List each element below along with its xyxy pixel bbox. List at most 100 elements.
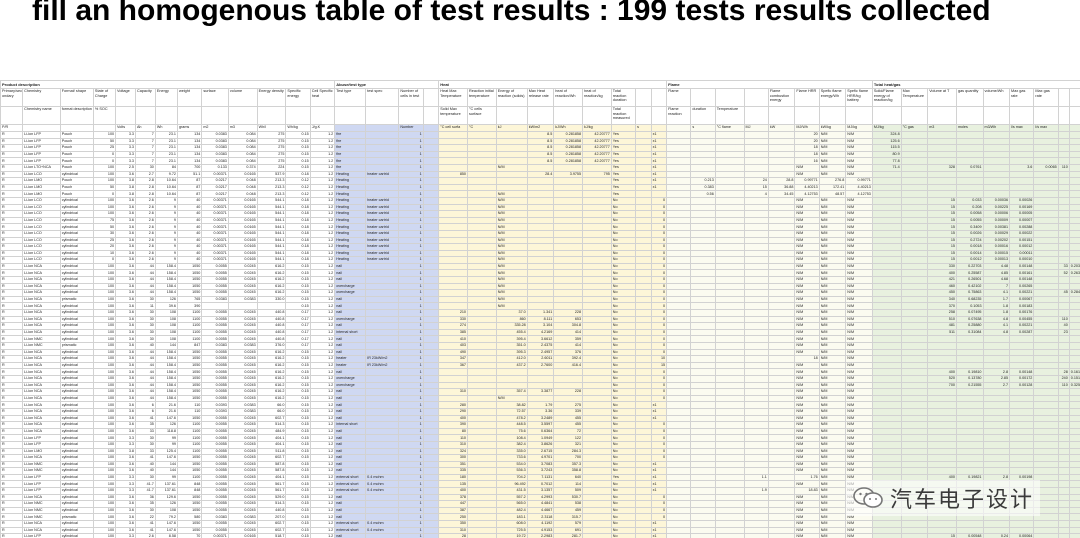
table-cell xyxy=(582,388,612,396)
table-cell: N/M xyxy=(818,368,847,376)
table-cell: Li-ion NCA xyxy=(22,276,61,284)
table-cell: 1.2 xyxy=(309,295,336,304)
table-cell: R xyxy=(0,454,24,462)
table-cell xyxy=(871,407,902,416)
table-cell xyxy=(582,473,612,482)
table-cell xyxy=(743,249,769,258)
table-cell xyxy=(1057,513,1070,522)
table-cell xyxy=(553,374,584,383)
table-cell: N/M xyxy=(845,131,873,139)
table-cell: cylindrical xyxy=(59,309,94,317)
table-cell: N/M xyxy=(845,533,873,538)
table-cell: R xyxy=(0,434,24,442)
table-cell: R xyxy=(0,421,24,429)
table-cell: IR 23kW/m2 xyxy=(365,355,400,363)
table-cell xyxy=(466,203,497,212)
table-cell: 587.8 xyxy=(256,460,287,469)
table-cell: R xyxy=(0,447,24,456)
table-cell: No xyxy=(610,196,637,205)
table-cell: 275 xyxy=(256,157,287,165)
table-cell xyxy=(635,467,652,475)
table-cell xyxy=(767,401,796,409)
table-cell xyxy=(422,368,440,376)
column-subheader xyxy=(982,106,1011,125)
table-cell: 3.1357 xyxy=(526,487,555,495)
column-header xyxy=(690,88,716,107)
table-cell xyxy=(714,131,745,139)
table-cell: 40 xyxy=(176,196,203,205)
table-cell: 0.1610 xyxy=(1068,368,1080,376)
table-cell xyxy=(871,454,902,462)
table-cell xyxy=(955,414,984,423)
table-cell xyxy=(871,203,902,212)
table-cell: N/M xyxy=(845,401,873,409)
table-cell: N/M xyxy=(794,440,820,449)
table-row: R Li-ion LCO cylindrical 75 3.6 2.6 9 40 0.00371… xyxy=(0,216,1080,225)
table-cell: No xyxy=(610,421,637,429)
table-cell xyxy=(982,440,1011,449)
table-cell xyxy=(666,144,692,152)
table-cell xyxy=(982,348,1011,357)
table-cell: 3.104 xyxy=(526,322,555,330)
table-cell xyxy=(767,414,796,423)
table-cell: 3.3 xyxy=(115,480,136,489)
table-cell xyxy=(422,249,440,258)
table-cell: 1 xyxy=(398,289,424,297)
table-cell: 15 xyxy=(927,533,957,538)
table-cell xyxy=(635,513,652,522)
table-cell: 0.00371 xyxy=(201,229,229,238)
table-cell xyxy=(1033,394,1059,403)
table-cell xyxy=(1068,210,1080,218)
table-cell: cylindrical xyxy=(59,427,94,436)
table-cell: nail xyxy=(334,506,367,515)
table-cell: 1 xyxy=(398,150,424,159)
table-cell: heater cartrid xyxy=(365,196,400,205)
table-cell: No xyxy=(610,355,637,363)
table-cell: 0.0383 xyxy=(227,295,258,304)
table-cell xyxy=(714,177,745,185)
table-cell: heater cartrid xyxy=(365,223,400,231)
table-cell: 0 xyxy=(650,368,668,376)
unit-cell: l/s max xyxy=(1033,124,1059,132)
table-cell: cylindrical xyxy=(59,493,94,502)
table-cell: 3.5597 xyxy=(526,421,555,429)
table-cell xyxy=(1057,421,1070,429)
table-row: R Li-ion NCA cylindrical 100 3.6 11 39.6 390 0.1… xyxy=(0,302,1080,311)
table-cell xyxy=(1068,388,1080,396)
table-row: R Li-ion LFP Pouch 0 3.3 7 23.1 134 0.0383 0.084 2… xyxy=(0,150,1080,159)
table-cell: 1050 xyxy=(176,414,203,423)
table-cell xyxy=(1057,342,1070,350)
table-cell xyxy=(466,401,497,409)
table-cell: 0.00371 xyxy=(201,216,229,225)
table-cell xyxy=(1057,203,1070,212)
table-cell xyxy=(495,137,528,146)
table-cell: N/M xyxy=(794,434,820,442)
column-subheader xyxy=(154,106,178,125)
table-cell: N/M xyxy=(794,447,820,456)
table-cell: 3.6 xyxy=(115,282,136,291)
table-cell: 207.0 xyxy=(256,513,287,522)
table-cell: 351 xyxy=(438,460,468,469)
table-cell xyxy=(422,506,440,515)
table-cell: N/M xyxy=(794,506,820,515)
table-cell xyxy=(871,282,902,291)
table-cell: 100 xyxy=(92,520,117,528)
table-cell: R xyxy=(0,223,24,231)
table-cell: 0 xyxy=(650,493,668,502)
table-cell: 310 xyxy=(438,526,468,535)
table-cell: 1 xyxy=(398,203,424,212)
table-cell xyxy=(690,487,716,495)
table-cell: N/M xyxy=(818,342,847,350)
table-cell xyxy=(871,216,902,225)
table-cell: 9 xyxy=(154,203,178,212)
table-cell: 8.111 xyxy=(526,315,555,324)
table-cell xyxy=(955,355,984,363)
table-cell: 0.0055 xyxy=(201,394,229,403)
table-cell xyxy=(635,493,652,502)
column-header: Flame combustion energy xyxy=(767,88,796,107)
table-cell: 42.20777 xyxy=(582,137,612,146)
table-cell: x1 xyxy=(650,533,668,538)
table-cell: N/M xyxy=(818,526,847,535)
table-cell: x1 xyxy=(650,407,668,416)
table-cell: N/M xyxy=(495,236,528,245)
